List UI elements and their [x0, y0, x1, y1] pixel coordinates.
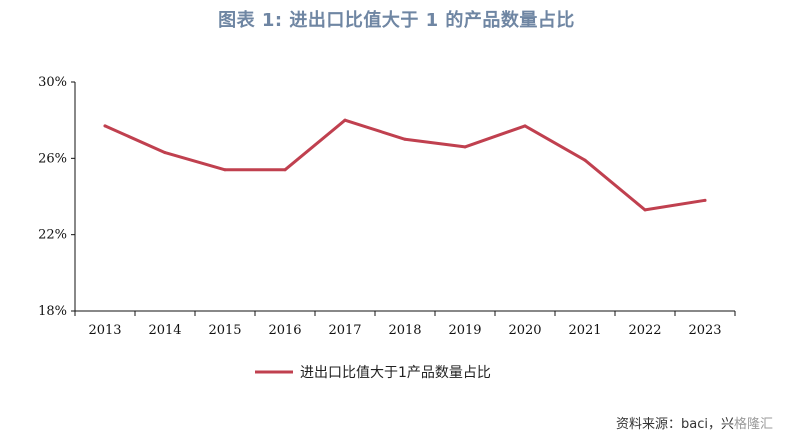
- data-point: [463, 145, 467, 149]
- data-point: [403, 137, 407, 141]
- y-tick-label: 26%: [38, 151, 67, 166]
- x-tick-label: 2017: [328, 323, 361, 338]
- x-tick-label: 2019: [448, 323, 481, 338]
- series-group: [103, 118, 707, 212]
- data-point: [583, 158, 587, 162]
- x-tick-label: 2020: [508, 323, 541, 338]
- source-note: 资料来源：baci，兴格隆汇: [616, 413, 773, 432]
- data-point: [523, 124, 527, 128]
- x-tick-label: 2022: [628, 323, 661, 338]
- legend: 进出口比值大于1产品数量占比: [255, 365, 491, 381]
- x-axis: 2013 2014 2015 2016 2017 2018 2019 2020 2021 2022…: [74, 310, 736, 338]
- x-tick-label: 2018: [388, 323, 421, 338]
- watermark: 格隆汇: [733, 417, 773, 432]
- data-point: [343, 118, 347, 122]
- y-tick-label: 30%: [38, 75, 67, 90]
- data-point: [163, 151, 167, 155]
- x-tick-label: 2021: [568, 323, 601, 338]
- y-tick-label: 18%: [38, 304, 67, 319]
- y-axis: 18% 22% 26% 30%: [38, 75, 76, 319]
- chart-title: 图表 1: 进出口比值大于 1 的产品数量占比: [218, 10, 575, 31]
- x-tick-label: 2023: [688, 323, 721, 338]
- data-point: [703, 198, 707, 202]
- y-tick-label: 22%: [38, 228, 67, 243]
- data-point: [103, 124, 107, 128]
- data-point: [643, 208, 647, 212]
- x-tick-label: 2014: [148, 323, 181, 338]
- x-tick-label: 2015: [208, 323, 241, 338]
- legend-label: 进出口比值大于1产品数量占比: [300, 365, 491, 381]
- data-point: [223, 168, 227, 172]
- x-tick-label: 2013: [88, 323, 121, 338]
- source-text: 资料来源：baci，兴: [616, 417, 734, 432]
- series-line: [103, 118, 707, 212]
- x-tick-label: 2016: [268, 323, 301, 338]
- data-point: [283, 168, 287, 172]
